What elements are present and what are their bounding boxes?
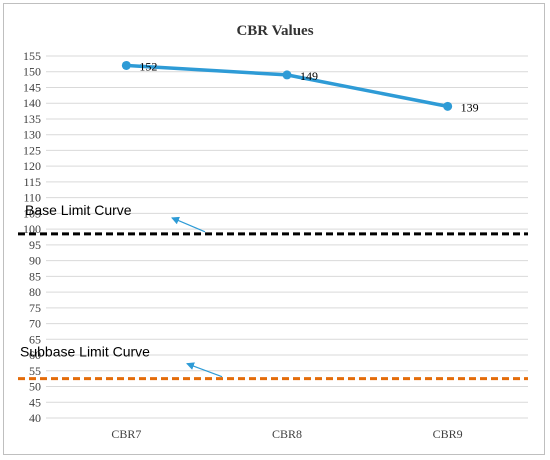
reference-line-label: Base Limit Curve [25, 202, 132, 218]
y-tick-label: 140 [23, 96, 41, 110]
y-tick-label: 150 [23, 65, 41, 79]
data-label: 149 [300, 69, 318, 83]
y-tick-label: 95 [29, 238, 41, 252]
data-point [443, 101, 453, 111]
y-tick-label: 110 [23, 191, 41, 205]
y-tick-label: 115 [23, 175, 41, 189]
series-layer: 152 149 139 [121, 59, 479, 114]
x-axis-tick-labels: CBR7 CBR8 CBR9 [111, 427, 462, 441]
y-tick-label: 80 [29, 285, 41, 299]
reference-line-label: Subbase Limit Curve [20, 344, 150, 360]
x-tick-label: CBR7 [111, 427, 141, 441]
x-tick-label: CBR8 [272, 427, 302, 441]
y-tick-label: 50 [29, 380, 41, 394]
y-axis-tick-labels: 4045505560657075808590951001051101151201… [23, 49, 41, 425]
y-tick-label: 135 [23, 112, 41, 126]
y-tick-label: 75 [29, 301, 41, 315]
y-tick-label: 125 [23, 143, 41, 157]
y-tick-label: 40 [29, 411, 41, 425]
data-label: 139 [461, 100, 479, 114]
chart-title: CBR Values [236, 23, 313, 39]
y-tick-label: 55 [29, 364, 41, 378]
y-tick-label: 65 [29, 332, 41, 346]
y-tick-label: 90 [29, 254, 41, 268]
x-tick-label: CBR9 [433, 427, 463, 441]
y-tick-label: 45 [29, 395, 41, 409]
annotation-arrow [186, 362, 223, 378]
data-label: 152 [139, 59, 157, 73]
y-tick-label: 60 [29, 348, 41, 362]
data-point [121, 60, 131, 70]
y-tick-label: 85 [29, 269, 41, 283]
y-tick-label: 130 [23, 128, 41, 142]
annotation-arrow [171, 216, 206, 233]
y-tick-label: 145 [23, 80, 41, 94]
y-tick-label: 105 [23, 206, 41, 220]
gridlines [46, 55, 528, 419]
y-tick-label: 155 [23, 49, 41, 63]
y-tick-label: 100 [23, 222, 41, 236]
reference-lines: Base Limit Curve Subbase Limit Curve [18, 202, 528, 381]
y-tick-label: 70 [29, 317, 41, 331]
data-point [282, 70, 292, 80]
y-tick-label: 120 [23, 159, 41, 173]
